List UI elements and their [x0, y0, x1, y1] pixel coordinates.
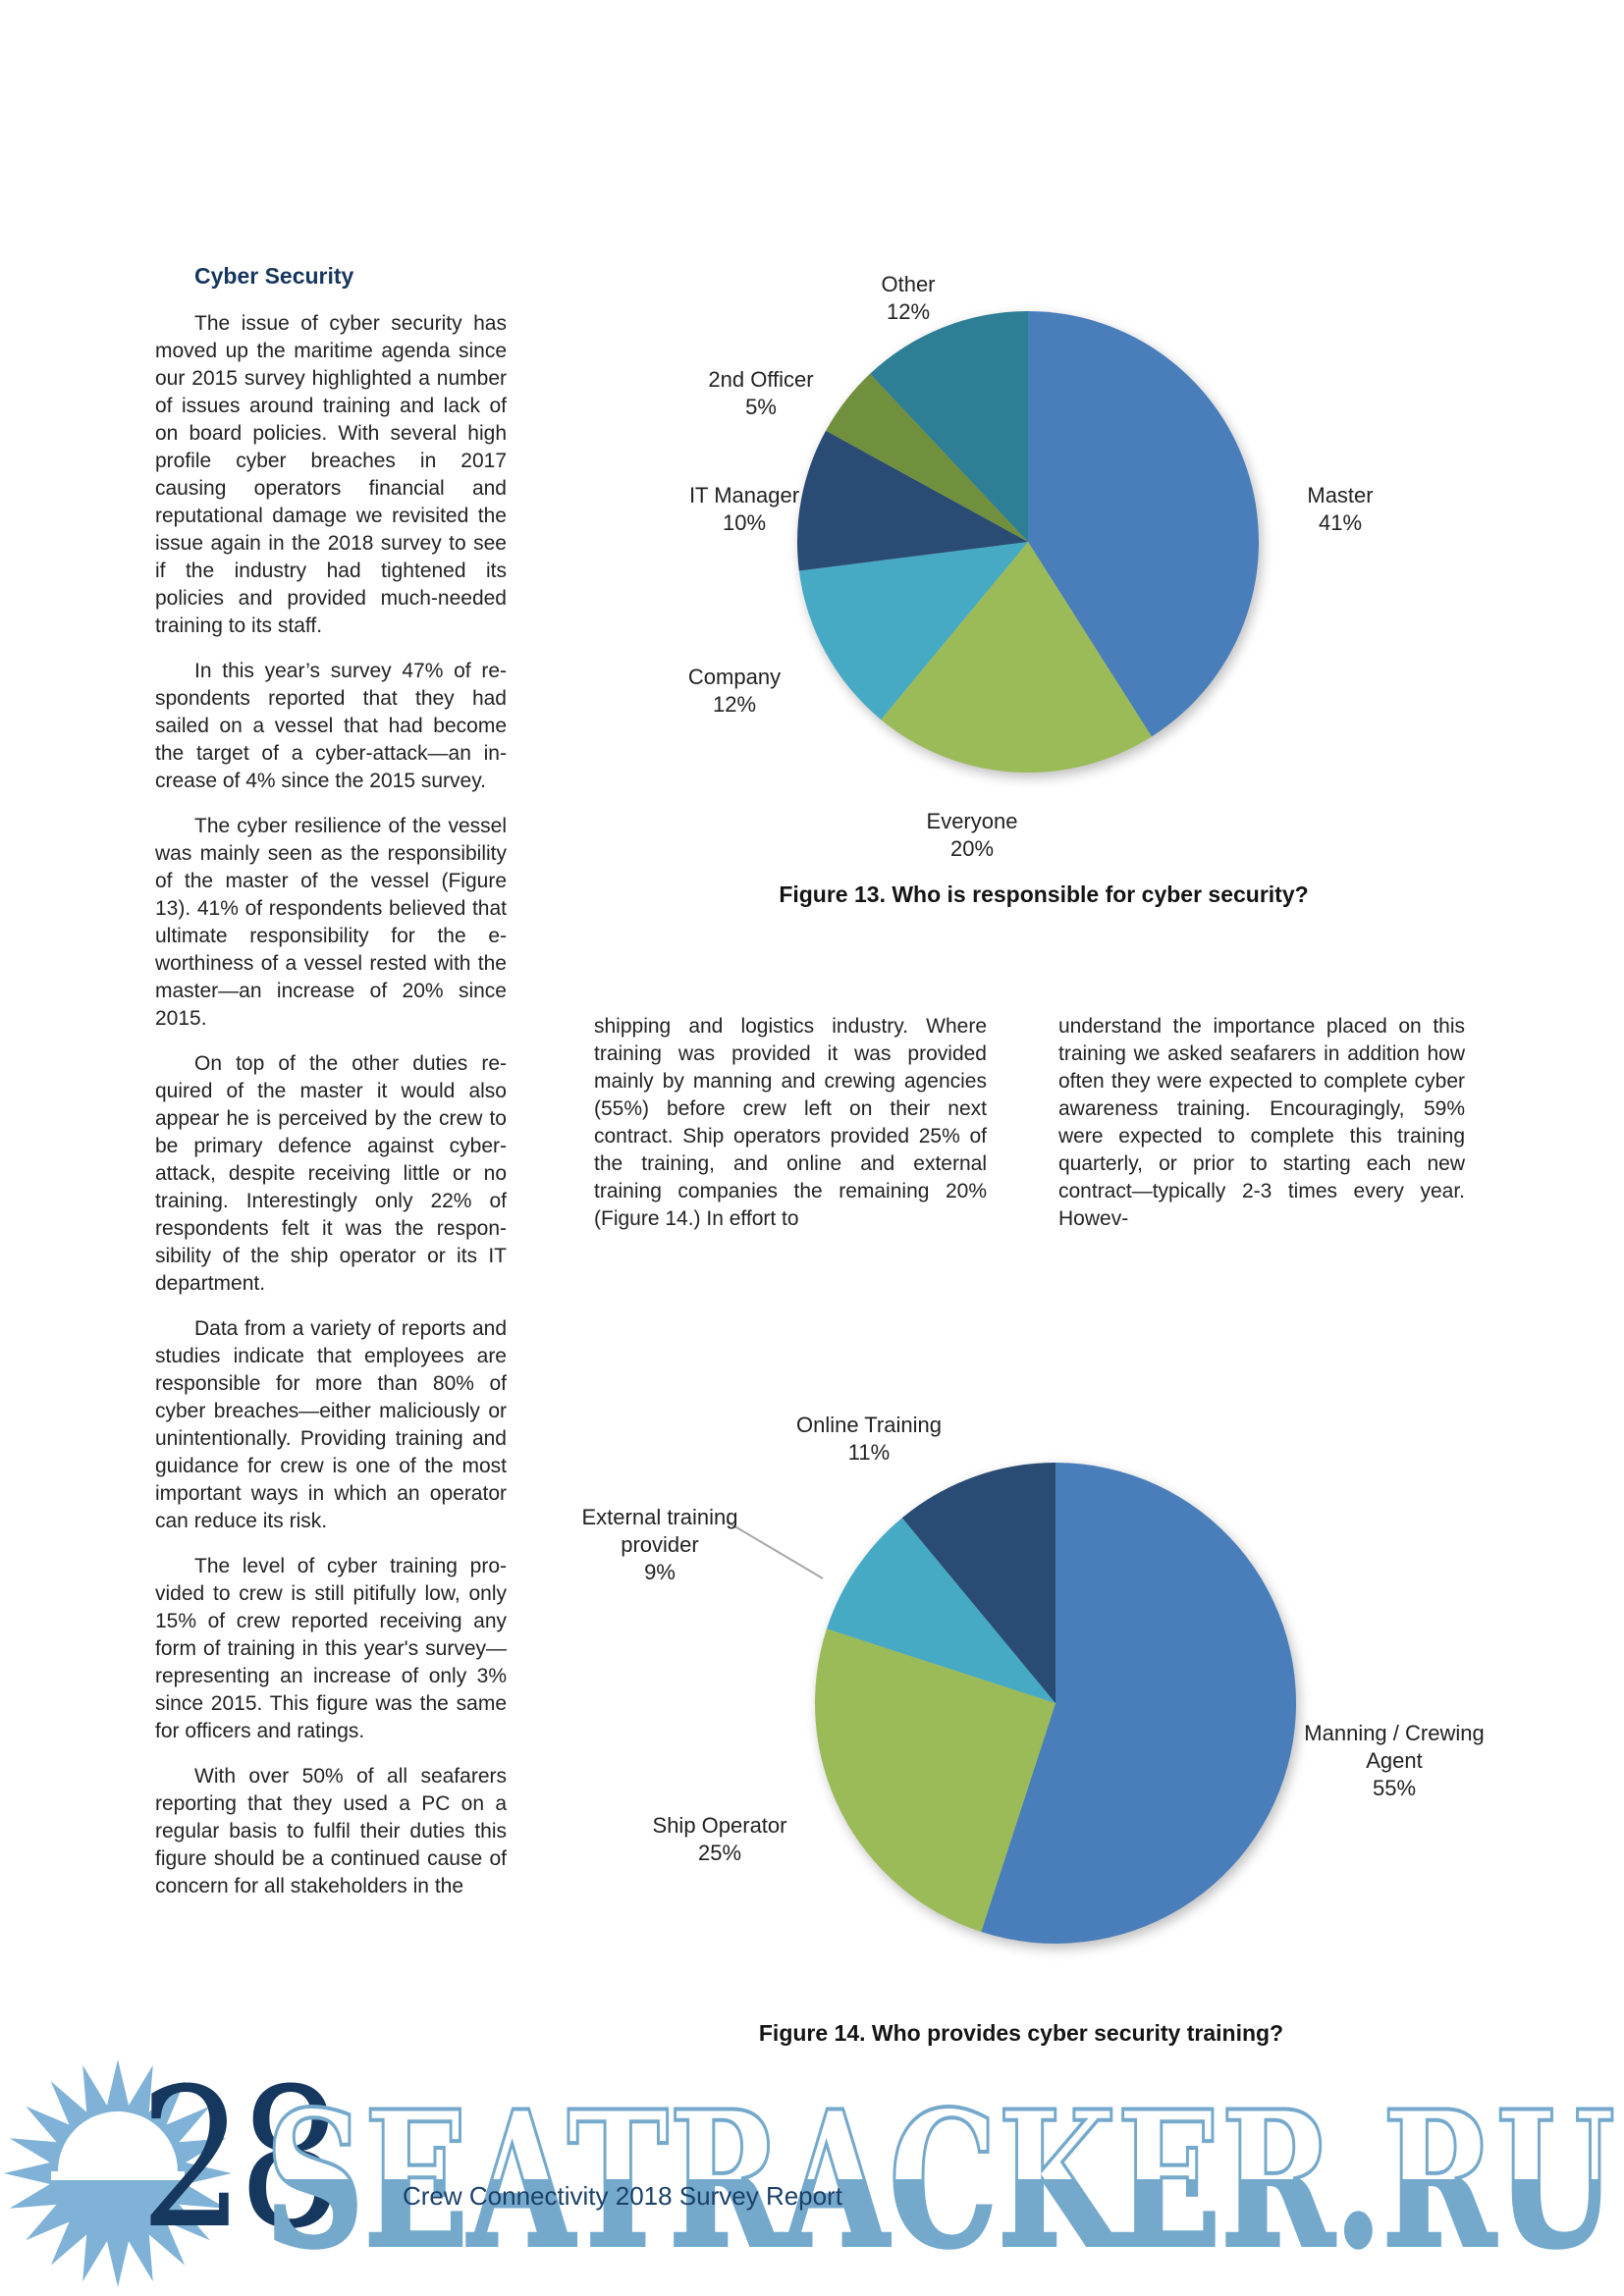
paragraph: Data from a variety of reports and studi… — [155, 1317, 507, 1532]
pie-slice-company — [798, 542, 1028, 721]
pie-slice-2nd-officer — [826, 373, 1028, 542]
paragraph: The level of cyber training pro­vided to… — [155, 1555, 507, 1742]
pie-label-manning-crewing-agent: Manning / Crewing Agent 55% — [1304, 1721, 1485, 1800]
watermark: SEATRACKER.RU SEATRACKER.RU — [265, 2096, 1617, 2263]
pie-slice-ship-operator — [814, 1629, 1056, 1933]
left-column: Cyber Security The issue of cyber securi… — [155, 263, 507, 1918]
pie-slice-master — [1028, 311, 1260, 737]
paragraph: The issue of cyber security has moved up… — [155, 312, 507, 637]
middle-column: shipping and logistics industry. Where t… — [594, 1013, 987, 1251]
right-column: understand the importance placed on this… — [1058, 1013, 1465, 1251]
pie-chart-figure-13 — [796, 311, 1260, 773]
figure-14-caption: Figure 14. Who provides cyber security t… — [758, 2020, 1284, 2046]
watermark-text-outline: SEATRACKER.RU — [265, 2096, 1615, 2263]
figure-13-caption: Figure 13. Who is responsible for cyber … — [779, 881, 1309, 907]
pie-label-company: Company 12% — [687, 665, 782, 717]
page-number: 28 — [139, 2048, 344, 2271]
paragraph: On top of the other duties re­quired of … — [155, 1052, 507, 1295]
sun-dome — [58, 2111, 178, 2171]
paragraph: With over 50% of all seafarers reporting… — [155, 1765, 507, 1897]
pie-slice-manning-crewing-agent — [981, 1463, 1296, 1944]
paragraph: understand the importance placed on this… — [1058, 1015, 1465, 1230]
pie-slice-external-training-provider — [826, 1518, 1056, 1703]
sun-logo-icon — [4, 2059, 232, 2287]
paragraph: The cyber resilience of the vessel was m… — [155, 815, 507, 1030]
pie-chart-figure-14 — [814, 1463, 1296, 1944]
section-heading: Cyber Security — [194, 263, 354, 289]
pie-slice-online-training — [901, 1463, 1056, 1703]
pie-label-online-training: Online Training 11% — [796, 1413, 942, 1465]
pie-label-other: Other 12% — [881, 272, 936, 324]
pie-label-ship-operator: Ship Operator 25% — [652, 1813, 787, 1865]
watermark-text-solid: SEATRACKER.RU — [265, 2096, 1615, 2263]
pie-label-it-manager: IT Manager 10% — [688, 483, 800, 535]
pie-label-master: Master 41% — [1307, 483, 1374, 535]
pie-label-2nd-officer: 2nd Officer 5% — [708, 367, 814, 419]
pie-slice-it-manager — [796, 430, 1028, 571]
leader-line — [726, 1521, 824, 1579]
pie-slice-other — [870, 311, 1028, 542]
footer-report-title: Crew Connectivity 2018 Survey Report — [403, 2181, 842, 2211]
pie-label-everyone: Everyone 20% — [926, 809, 1018, 861]
paragraph: In this year’s survey 47% of re­spondent… — [155, 660, 507, 792]
paragraph: shipping and logistics industry. Where t… — [594, 1015, 987, 1230]
pie-slice-everyone — [881, 542, 1152, 773]
pie-label-external-training-provider: External training provider 9% — [581, 1505, 738, 1584]
